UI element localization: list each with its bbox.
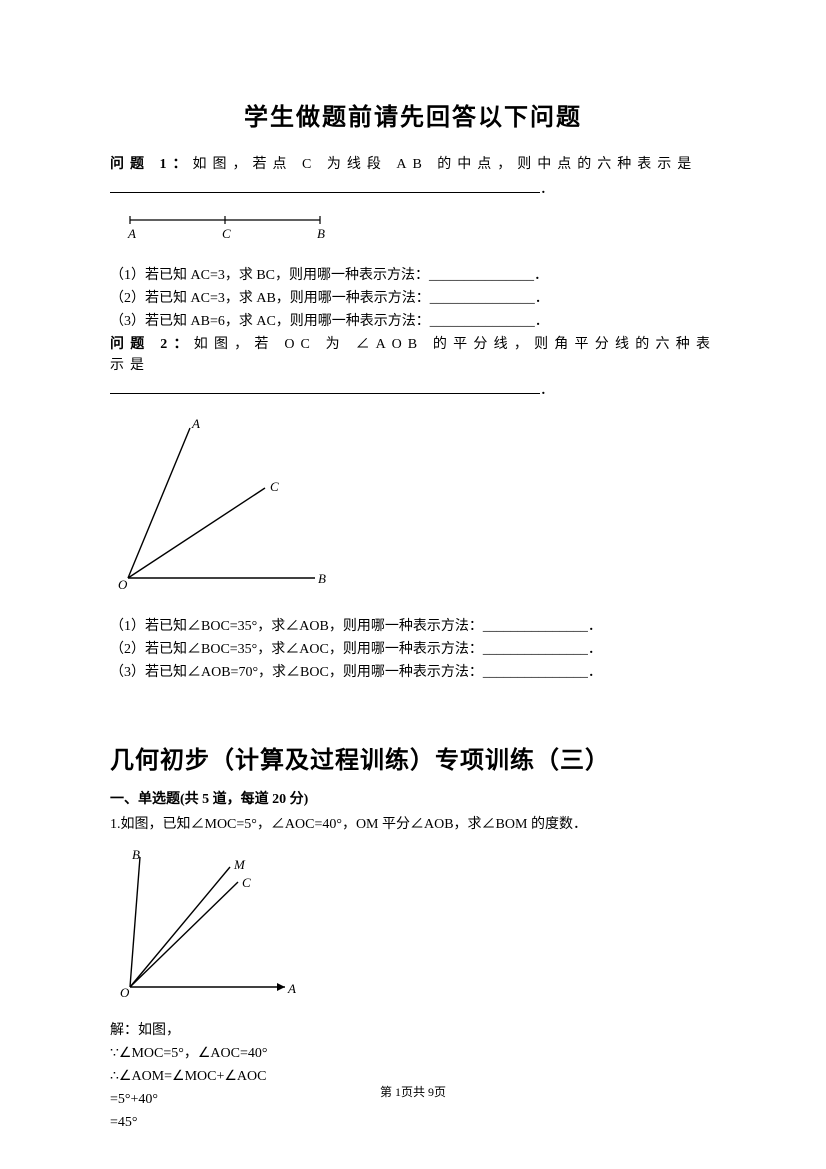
footer-suffix: 页 xyxy=(434,1085,446,1099)
footer-prefix: 第 xyxy=(380,1085,395,1099)
q1-label: 问题 1： xyxy=(110,157,193,172)
q1-text: 如图，若点 C 为线段 AB 的中点，则中点的六种表示是 xyxy=(193,157,698,172)
q1-sub2: （2）若已知 AC=3，求 AB，则用哪一种表示方法：_____________… xyxy=(110,288,716,309)
label-C2: C xyxy=(270,479,279,494)
q1-sub3: （3）若已知 AB=6，求 AC，则用哪一种表示方法：_____________… xyxy=(110,311,716,332)
q1-figure: A C B xyxy=(110,212,716,249)
q2-blankline: ． xyxy=(110,380,716,401)
label-A2: A xyxy=(191,416,200,431)
label-M3: M xyxy=(233,857,246,872)
q2-sub2: （2）若已知∠BOC=35°，求∠AOC，则用哪一种表示方法：_________… xyxy=(110,639,716,660)
q1-line: 问题 1：如图，若点 C 为线段 AB 的中点，则中点的六种表示是 xyxy=(110,154,716,175)
label-B2: B xyxy=(318,571,326,586)
label-A3: A xyxy=(287,981,296,996)
label-C: C xyxy=(222,226,231,241)
page-title: 学生做题前请先回答以下问题 xyxy=(110,100,716,136)
label-B: B xyxy=(317,226,325,241)
q2-blank xyxy=(110,380,540,394)
sol-line-4: =45° xyxy=(110,1112,716,1133)
p1-figure: O B M C A xyxy=(110,847,716,1004)
q1-blankline: ． xyxy=(110,179,716,200)
q2-line: 问题 2：如图，若 OC 为 ∠AOB 的平分线，则角平分线的六种表示是 xyxy=(110,334,716,376)
q2-text: 如图，若 OC 为 ∠AOB 的平分线，则角平分线的六种表示是 xyxy=(110,337,716,373)
q1-period: ． xyxy=(540,182,554,197)
label-O: O xyxy=(118,577,128,592)
q2-period: ． xyxy=(540,383,554,398)
sol-line-0: 解：如图， xyxy=(110,1020,716,1041)
label-B3: B xyxy=(132,847,140,862)
worksheet-title: 几何初步（计算及过程训练）专项训练（三） xyxy=(110,743,716,779)
section-heading: 一、单选题(共 5 道，每道 20 分) xyxy=(110,789,716,810)
q2-sub3: （3）若已知∠AOB=70°，求∠BOC，则用哪一种表示方法：_________… xyxy=(110,662,716,683)
q2-figure: O A C B xyxy=(110,413,716,600)
page-footer: 第 1页共 9页 xyxy=(110,1083,716,1101)
q1-sub1: （1）若已知 AC=3，求 BC，则用哪一种表示方法：_____________… xyxy=(110,265,716,286)
label-A: A xyxy=(127,226,136,241)
q2-sub1: （1）若已知∠BOC=35°，求∠AOB，则用哪一种表示方法：_________… xyxy=(110,616,716,637)
sol-line-1: ∵∠MOC=5°，∠AOC=40° xyxy=(110,1043,716,1064)
label-O3: O xyxy=(120,985,130,997)
label-C3: C xyxy=(242,875,251,890)
p1-stem: 1.如图，已知∠MOC=5°，∠AOC=40°，OM 平分∠AOB，求∠BOM … xyxy=(110,814,716,835)
q2-label: 问题 2： xyxy=(110,337,194,352)
footer-mid: 页共 xyxy=(401,1085,428,1099)
q1-blank xyxy=(110,179,540,193)
